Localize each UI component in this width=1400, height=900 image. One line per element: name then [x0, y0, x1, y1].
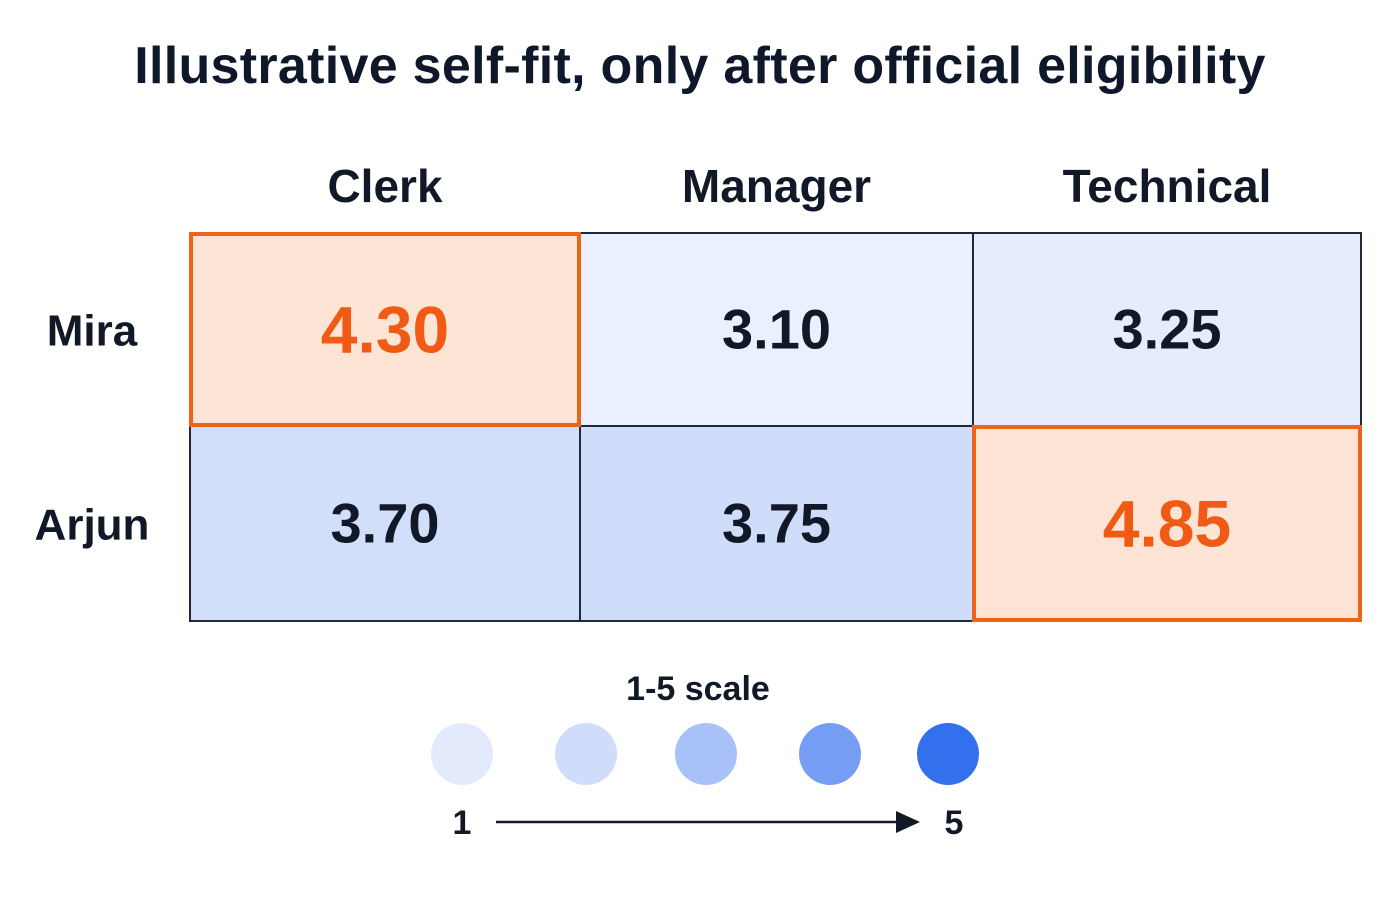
scale-max-label: 5 — [945, 804, 964, 842]
column-label-technical: Technical — [1063, 160, 1272, 212]
cell-value-label: 3.10 — [722, 298, 831, 361]
heatmap-cell — [579, 232, 974, 427]
cell-value-label: 4.85 — [1103, 487, 1231, 561]
highlight-border — [189, 232, 581, 427]
chart-title: Illustrative self-fit, only after offici… — [134, 37, 1266, 95]
heatmap-cell — [189, 232, 581, 427]
scale-dot — [431, 723, 493, 785]
scale-dot — [917, 723, 979, 785]
scale-min-label: 1 — [453, 804, 472, 842]
cell-value-label: 3.75 — [722, 492, 831, 555]
heatmap-cell — [972, 232, 1362, 427]
heatmap-cell — [579, 425, 974, 622]
highlight-border — [972, 425, 1362, 622]
cell-value-label: 3.25 — [1113, 298, 1222, 361]
scale-dot — [675, 723, 737, 785]
scale-dot — [555, 723, 617, 785]
cell-value-label: 4.30 — [321, 293, 449, 367]
cell-value-label: 3.70 — [331, 492, 440, 555]
row-label-mira: Mira — [47, 307, 138, 356]
scale-dot — [799, 723, 861, 785]
column-label-clerk: Clerk — [327, 160, 442, 212]
scale-arrow-head — [896, 811, 920, 833]
heatmap-cell — [189, 425, 581, 622]
scale-label: 1-5 scale — [626, 670, 770, 708]
column-label-manager: Manager — [682, 160, 871, 212]
row-label-arjun: Arjun — [35, 501, 150, 550]
